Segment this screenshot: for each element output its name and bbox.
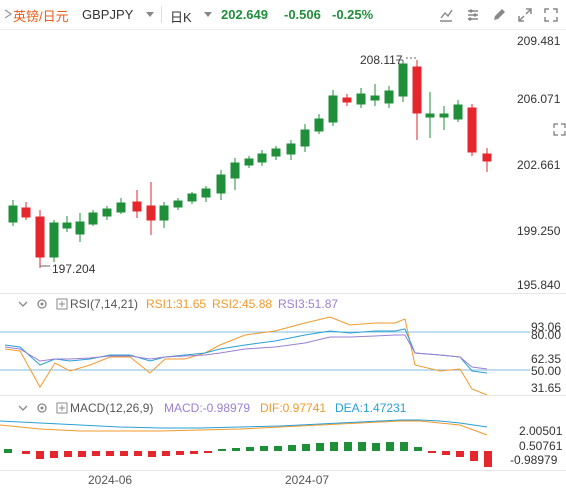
rsi1-line [4, 316, 488, 395]
price-axis-label: 202.661 [517, 158, 561, 172]
macd-axis-label: -0.98979 [510, 453, 558, 467]
price-change-percent: -0.25% [332, 7, 374, 22]
macd-header: MACD(12,26,9) MACD:-0.98979 DIF:0.97741 … [0, 401, 520, 417]
last-price: 202.649 [221, 7, 268, 22]
macd-title[interactable]: MACD(12,26,9) [70, 401, 154, 415]
date-axis-label: 2024-07 [285, 473, 330, 487]
pane-separator [0, 293, 566, 294]
candle [8, 60, 463, 262]
pane-separator [0, 395, 566, 396]
collapse-pane-icon[interactable] [18, 299, 28, 309]
rsi-header: RSI(7,14,21) RSI1:31.65 RSI2:45.88 RSI3:… [0, 297, 512, 313]
rsi-title[interactable]: RSI(7,14,21) [70, 297, 139, 311]
period-dropdown-icon[interactable] [204, 12, 212, 18]
gear-icon[interactable] [36, 298, 48, 310]
dif-line [0, 420, 488, 436]
macd-chart [0, 419, 492, 467]
rsi-axis-label: 80.00 [531, 328, 562, 342]
rsi-axis-label: 93.06 [531, 320, 562, 334]
rsi2-value: RSI2:45.88 [212, 297, 273, 311]
macd-axis-label: 2.00501 [519, 424, 563, 438]
instrument-symbol[interactable]: GBPJPY [82, 7, 134, 22]
settings-icon[interactable] [465, 7, 481, 23]
rsi3-line [4, 334, 488, 370]
maximize-icon[interactable] [553, 123, 566, 136]
draw-icon[interactable] [491, 7, 507, 23]
collapse-pane-icon[interactable] [18, 403, 28, 413]
pane-separator [0, 470, 566, 471]
macd-histogram [4, 442, 492, 467]
add-indicator-icon[interactable] [56, 402, 68, 414]
date-axis-label: 2024-06 [88, 473, 133, 487]
add-indicator-icon[interactable] [56, 298, 68, 310]
price-axis-label: 199.250 [517, 224, 561, 238]
macd-value: MACD:-0.98979 [164, 401, 251, 415]
candles [8, 60, 492, 268]
gear-icon[interactable] [36, 402, 48, 414]
rsi2-line [4, 328, 488, 374]
price-axis-label: 195.840 [517, 278, 561, 292]
high-price-label: 208.117 [360, 53, 403, 67]
expand-icon[interactable] [517, 7, 533, 23]
indicator-icon[interactable] [438, 7, 454, 23]
rsi-axis-label: 62.35 [531, 352, 562, 366]
macd-axis-label: 0.50761 [519, 439, 563, 453]
price-axis-label: 206.071 [517, 92, 561, 106]
toolbar-divider [161, 6, 162, 23]
dea-value: DEA:1.47231 [335, 401, 407, 415]
fullscreen-icon[interactable] [543, 7, 559, 23]
rsi-chart [0, 316, 530, 395]
symbol-dropdown-icon[interactable] [146, 12, 154, 18]
dif-value: DIF:0.97741 [260, 401, 327, 415]
low-price-label: 197.204 [52, 262, 96, 276]
candle [21, 60, 492, 268]
rsi-axis-label: 50.00 [531, 364, 562, 378]
collapse-chevron-icon[interactable] [3, 9, 13, 19]
candlestick-chart [8, 57, 492, 268]
dea-line [0, 419, 488, 429]
rsi1-value: RSI1:31.65 [146, 297, 207, 311]
price-axis-label: 209.481 [517, 34, 561, 48]
period-selector[interactable]: 日K [170, 10, 192, 25]
rsi3-value: RSI3:51.87 [278, 297, 339, 311]
price-change: -0.506 [284, 7, 321, 22]
instrument-name[interactable]: 英镑/日元 [13, 9, 69, 24]
chart-toolbar: 英镑/日元 GBPJPY 日K 202.649 -0.506 -0.25% [0, 0, 566, 30]
rsi-axis-label: 31.65 [531, 381, 562, 395]
